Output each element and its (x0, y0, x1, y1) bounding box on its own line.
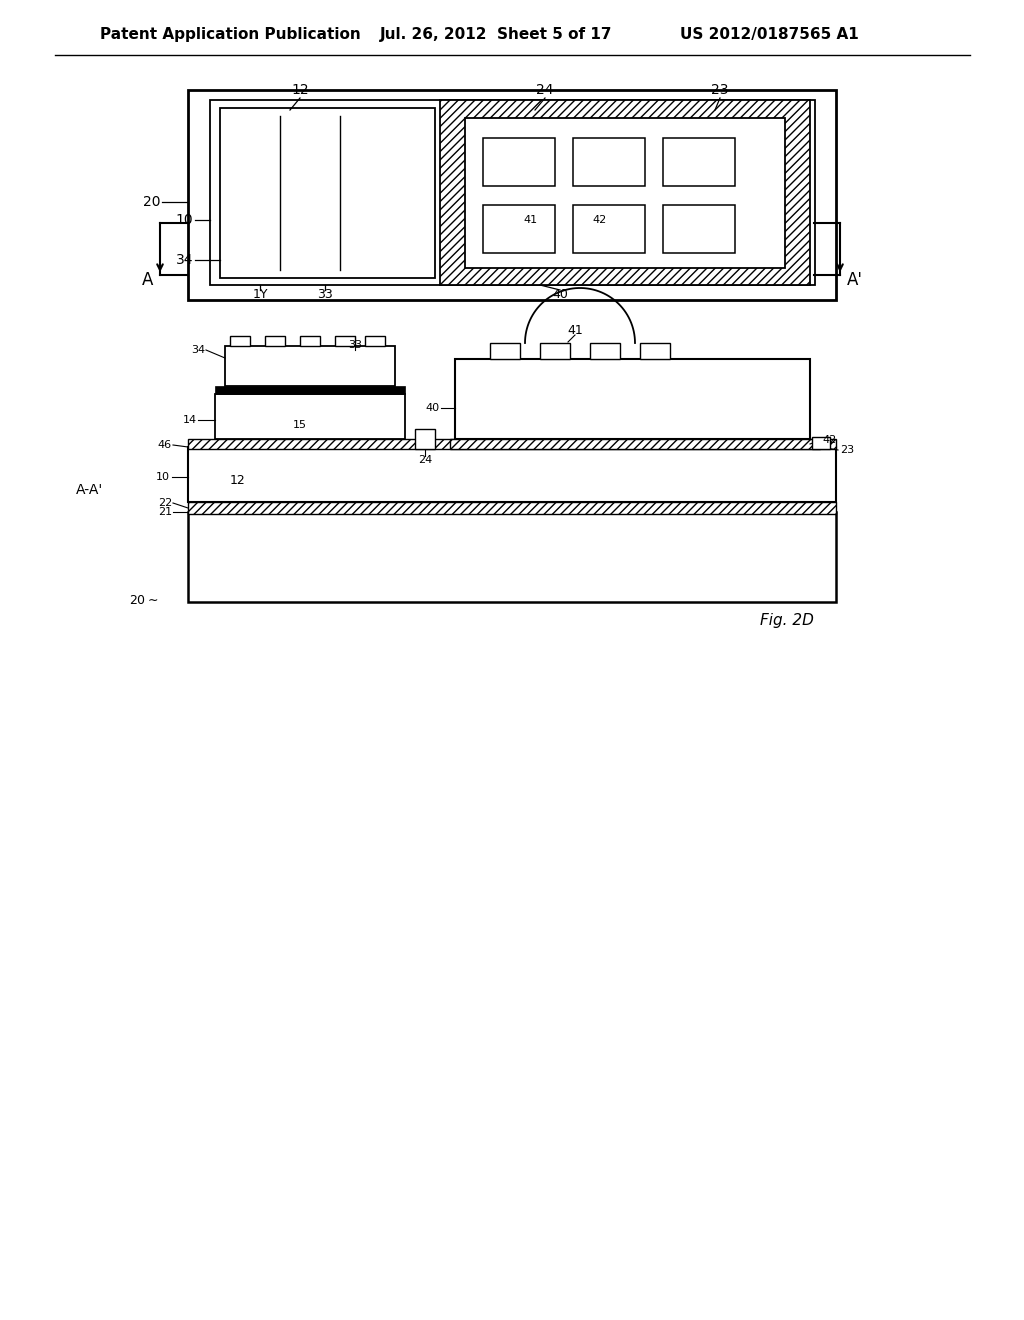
Text: 10: 10 (175, 213, 193, 227)
Text: 34: 34 (175, 253, 193, 267)
Bar (450, 440, 820, 449)
Text: 10: 10 (156, 473, 170, 482)
Bar (215, 393, 406, 440)
Bar (188, 447, 836, 502)
Text: 12: 12 (230, 474, 246, 487)
Bar (188, 440, 836, 449)
Text: 14: 14 (183, 414, 197, 425)
Bar (365, 337, 385, 346)
Bar (465, 117, 785, 268)
Text: 21: 21 (158, 507, 172, 517)
Text: $20\sim$: $20\sim$ (128, 594, 158, 606)
Text: US 2012/0187565 A1: US 2012/0187565 A1 (680, 28, 859, 42)
Bar (440, 100, 810, 285)
Bar (640, 343, 670, 359)
Bar (215, 385, 406, 393)
Text: 42: 42 (822, 436, 837, 445)
Bar (188, 502, 836, 513)
Bar (188, 90, 836, 300)
Bar (210, 100, 815, 285)
Text: 41: 41 (567, 323, 583, 337)
Bar (335, 337, 355, 346)
Bar (573, 205, 645, 253)
Bar (490, 343, 520, 359)
Text: 23: 23 (712, 83, 729, 96)
Text: 40: 40 (552, 289, 568, 301)
Bar (590, 343, 620, 359)
Bar (573, 139, 645, 186)
Text: 22: 22 (158, 498, 172, 508)
Text: 24: 24 (418, 455, 432, 465)
Text: Patent Application Publication: Patent Application Publication (100, 28, 360, 42)
Text: 33: 33 (317, 289, 333, 301)
Text: 20: 20 (142, 195, 160, 209)
Bar (188, 512, 836, 602)
Text: 41: 41 (523, 215, 537, 224)
Bar (265, 337, 285, 346)
Bar (540, 343, 570, 359)
Bar (300, 337, 319, 346)
Text: 46: 46 (158, 440, 172, 450)
Text: A': A' (847, 271, 863, 289)
Text: 24: 24 (537, 83, 554, 96)
Text: A: A (142, 271, 154, 289)
Bar (415, 429, 435, 449)
Text: Jul. 26, 2012  Sheet 5 of 17: Jul. 26, 2012 Sheet 5 of 17 (380, 28, 612, 42)
Text: 12: 12 (291, 83, 309, 96)
Text: 34: 34 (190, 345, 205, 355)
Bar (483, 205, 555, 253)
Bar (483, 139, 555, 186)
Bar (663, 139, 735, 186)
Bar (230, 337, 250, 346)
Bar (812, 437, 830, 449)
Text: 15: 15 (293, 420, 307, 430)
Bar (455, 359, 810, 440)
Text: 33: 33 (348, 341, 362, 350)
Bar (225, 346, 395, 385)
Text: 1Y: 1Y (252, 289, 267, 301)
Text: Fig. 2D: Fig. 2D (760, 612, 814, 627)
Text: 40: 40 (426, 403, 440, 413)
Bar (220, 108, 435, 279)
Text: 23: 23 (840, 445, 854, 455)
Text: A-A': A-A' (77, 483, 103, 498)
Bar (663, 205, 735, 253)
Text: 42: 42 (593, 215, 607, 224)
